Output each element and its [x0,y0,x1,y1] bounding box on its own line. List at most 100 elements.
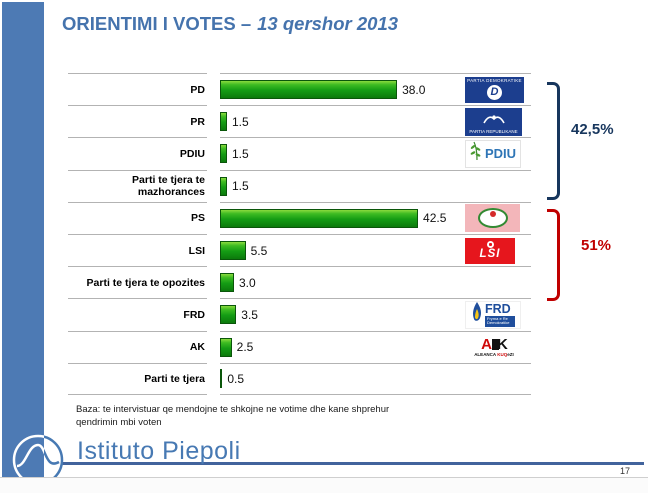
ak-caption-right: eZI [507,351,514,357]
pr-logo-caption: PARTIA REPUBLIKANE [469,129,518,135]
pr-party-logo: PARTIA REPUBLIKANE [465,107,522,136]
chart-row: PDIU 1.5 PDIU [68,137,538,169]
base-note-line2: qendrimin mbi voten [76,417,162,429]
ak-caption-left: ALEANCA [474,351,498,357]
value-label: 3.5 [241,307,258,322]
left-blue-band [2,2,44,487]
value-label: 0.5 [227,371,245,386]
category-label: PS [68,201,207,234]
ak-caption-red: KUQ [497,351,508,357]
row-plot-area: 1.5 PDIU [220,137,531,169]
bar [220,176,227,196]
value-label: 1.5 [231,114,249,129]
bar [220,208,419,228]
ps-party-logo [465,204,520,233]
pr-eagle-icon [482,108,505,131]
chart-row: Parti te tjera te opozites 3.0 [68,266,538,298]
slide-bottom-edge [0,477,648,478]
ak-letter-a: A [481,335,492,353]
ak-letter-k: K [497,335,508,353]
value-label: 2.5 [236,340,254,355]
value-label: 3.0 [238,275,256,290]
pd-logo-caption: PARTIA DEMOKRATIKE [467,78,522,84]
row-plot-area: 1.5 PARTIA REPUBLIKANE [220,105,531,137]
category-label: PD [68,73,207,105]
value-label: 38.0 [402,82,426,97]
base-note: Baza: te intervistuar qe mendojne te shk… [76,403,389,430]
party-logo-slot: PARTIA REPUBLIKANE [465,107,522,136]
page-number: 17 [619,466,630,476]
frd-party-logo: FRD Fryma e Re Demokratike [465,300,521,329]
bar [220,337,232,357]
category-label: Parti te tjera [68,362,207,395]
rose-icon [489,211,496,218]
value-label: 1.5 [231,146,249,161]
chart-row: PS 42.5 [68,201,538,234]
row-plot-area: 2.5 A K ALEANCA KUQeZI [220,330,531,363]
category-label: PR [68,105,207,137]
row-plot-area: 42.5 [220,201,531,234]
row-plot-area: 3.0 [220,266,531,298]
opposition-total-label: 51% [581,237,612,254]
majority-bracket [547,82,560,200]
bar [220,241,246,261]
bar-chart: PD 38.0 PARTIA DEMOKRATIKE D PR 1.5 PARTIA REP… [68,73,538,395]
chart-row: LSI 5.5 LSI [68,233,538,266]
pdiu-party-logo: PDIU [465,139,521,168]
category-label: Parti te tjera te opozites [68,266,207,298]
chart-row: FRD 3.5 FRD Fryma e Re Demokratike [68,298,538,330]
pdiu-logo-text: PDIU [484,146,517,162]
title-main: ORIENTIMI I VOTES – [62,13,252,34]
ak-black-box-icon [492,338,499,350]
majority-total-label: 42,5% [571,121,614,138]
frd-logo-text: FRD [485,302,511,317]
category-label: AK [68,330,207,363]
row-plot-area: 38.0 PARTIA DEMOKRATIKE D [220,73,531,105]
ak-logo-caption: ALEANCA KUQeZI [474,351,514,358]
party-logo-slot: A K ALEANCA KUQeZI [465,334,523,361]
ak-party-logo: A K ALEANCA KUQeZI [465,334,523,361]
value-label: 42.5 [423,211,447,226]
row-plot-area: 0.5 [220,362,531,395]
lsi-flower-icon [486,240,494,248]
bar [220,80,398,100]
bar [220,144,227,164]
bar [220,369,223,389]
branding-rule [55,462,644,465]
istituto-piepoli-name: Istituto Piepoli [77,437,241,465]
flame-icon [471,301,483,328]
category-label: LSI [68,233,207,266]
base-note-line1: Baza: te intervistuar qe mendojne te shk… [76,404,390,415]
value-label: 1.5 [231,179,249,194]
category-label: PDIU [68,137,207,169]
lsi-party-logo: LSI [465,237,515,264]
bar [220,273,234,293]
row-plot-area: 1.5 [220,169,531,202]
bar [220,305,237,325]
slide-bottom-strip [0,478,648,493]
lsi-logo-text: LSI [479,247,501,260]
title-date: 13 qershor 2013 [257,13,399,34]
party-logo-slot: FRD Fryma e Re Demokratike [465,300,521,329]
ps-emblem-icon [477,208,508,229]
chart-row: Parti te tjera 0.5 [68,362,538,395]
olive-branch-icon [470,141,483,166]
party-logo-slot: LSI [465,237,515,264]
opposition-bracket [547,209,560,301]
value-label: 5.5 [250,243,268,258]
frd-logo-textblock: FRD Fryma e Re Demokratike [485,303,515,327]
chart-row: PD 38.0 PARTIA DEMOKRATIKE D [68,73,538,105]
pd-party-logo: PARTIA DEMOKRATIKE D [465,76,524,103]
category-label: Parti te tjera te mazhorances [68,169,207,202]
frd-logo-subtext: Fryma e Re Demokratike [485,315,515,327]
chart-row: Parti te tjera te mazhorances 1.5 [68,169,538,202]
chart-row: PR 1.5 PARTIA REPUBLIKANE [68,105,538,137]
party-logo-slot [465,204,520,233]
party-logo-slot: PDIU [465,139,521,168]
party-logo-slot: PARTIA DEMOKRATIKE D [465,76,524,103]
category-label: FRD [68,298,207,330]
chart-row: AK 2.5 A K ALEANCA KUQeZI [68,330,538,363]
pd-logo-d-icon: D [487,84,502,100]
